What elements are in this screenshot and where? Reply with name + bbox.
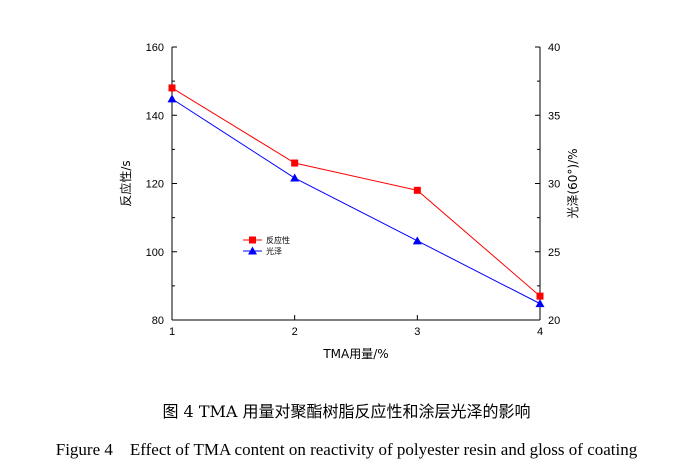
legend-marker xyxy=(249,236,256,244)
y-right-tick-label: 40 xyxy=(548,42,560,54)
y-right-tick-label: 20 xyxy=(548,315,560,327)
figure-caption-english: Figure 4 Effect of TMA content on reacti… xyxy=(55,440,638,459)
y-left-tick-label: 100 xyxy=(146,247,164,259)
data-point xyxy=(291,159,299,167)
data-point xyxy=(536,292,544,300)
data-point xyxy=(535,299,545,308)
y-axis-right-title: 光泽(60°)/% xyxy=(566,148,580,218)
y-axis-left-title: 反应性/s xyxy=(118,160,133,206)
legend-label: 光泽 xyxy=(266,246,282,256)
figure-caption-chinese: 图 4 TMA 用量对聚酯树脂反应性和涂层光泽的影响 xyxy=(162,402,531,421)
y-left-tick-label: 140 xyxy=(146,110,164,122)
y-left-tick-label: 80 xyxy=(152,315,164,327)
legend-item: 反应性 xyxy=(243,235,290,245)
series-line xyxy=(171,87,541,297)
x-axis-title: TMA用量/% xyxy=(322,347,388,361)
series-2 xyxy=(167,94,545,308)
ticks: 1 2 3 4 80 100 120 140 160 20 25 30 35 40 xyxy=(146,42,561,338)
data-point xyxy=(167,94,177,103)
legend-item: 光泽 xyxy=(243,246,282,256)
x-tick-label: 1 xyxy=(169,326,175,338)
x-tick-label: 3 xyxy=(414,326,420,338)
y-right-tick-label: 35 xyxy=(548,110,560,122)
data-point xyxy=(413,186,421,194)
series-1 xyxy=(168,84,544,300)
data-point xyxy=(290,173,300,182)
legend-marker xyxy=(248,246,257,255)
y-right-tick-label: 30 xyxy=(548,179,560,191)
y-left-tick-label: 160 xyxy=(146,42,164,54)
series-layer xyxy=(167,84,545,308)
data-point xyxy=(168,84,176,92)
x-tick-label: 4 xyxy=(537,326,543,338)
x-tick-label: 2 xyxy=(292,326,298,338)
legend-label: 反应性 xyxy=(266,235,290,245)
data-point xyxy=(412,236,422,245)
series-line xyxy=(171,98,541,305)
y-left-tick-label: 120 xyxy=(146,179,164,191)
axes xyxy=(171,47,541,321)
y-right-tick-label: 25 xyxy=(548,247,560,259)
